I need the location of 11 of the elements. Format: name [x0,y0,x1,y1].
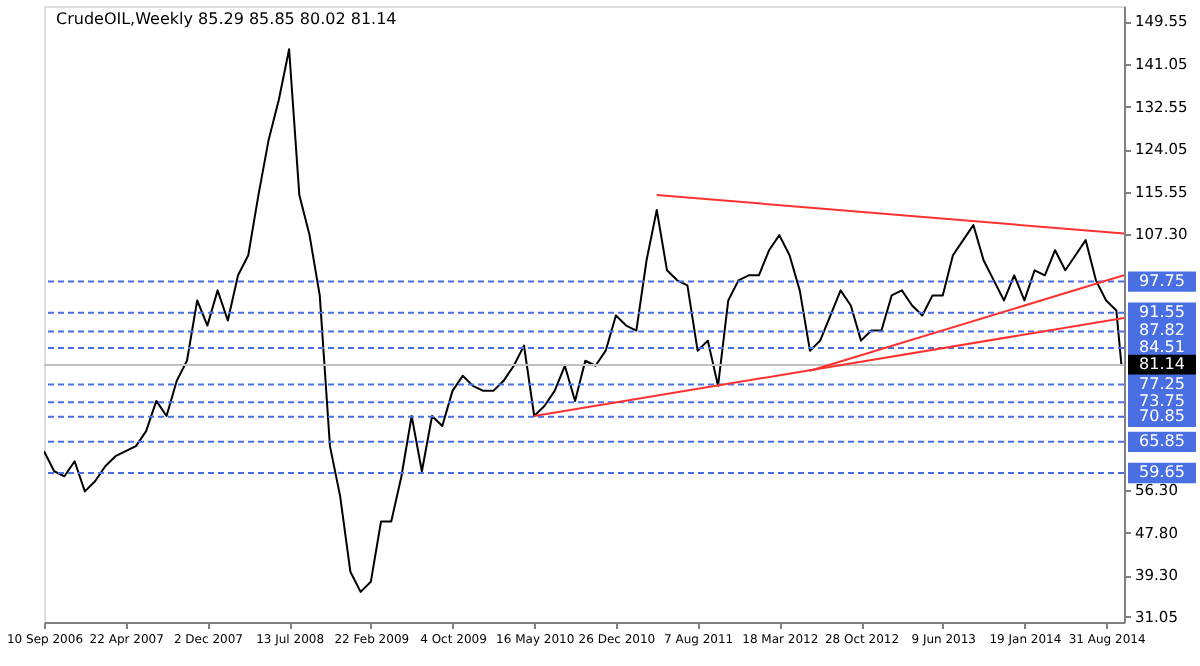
ref-line-label: 84.51 [1139,338,1185,357]
ref-line-label: 59.65 [1139,463,1185,482]
ref-line-label: 77.25 [1139,374,1185,393]
chart-title: CrudeOIL,Weekly 85.29 85.85 80.02 81.14 [56,10,397,28]
ref-line-label: 81.14 [1139,355,1185,374]
ref-line-label: 73.75 [1139,392,1185,411]
ref-line-label: 65.85 [1139,431,1185,450]
ref-line-label: 91.55 [1139,302,1185,321]
ref-line-label: 70.85 [1139,406,1185,425]
ref-line-label: 87.82 [1139,321,1185,340]
ref-line-label: 97.75 [1139,271,1185,290]
